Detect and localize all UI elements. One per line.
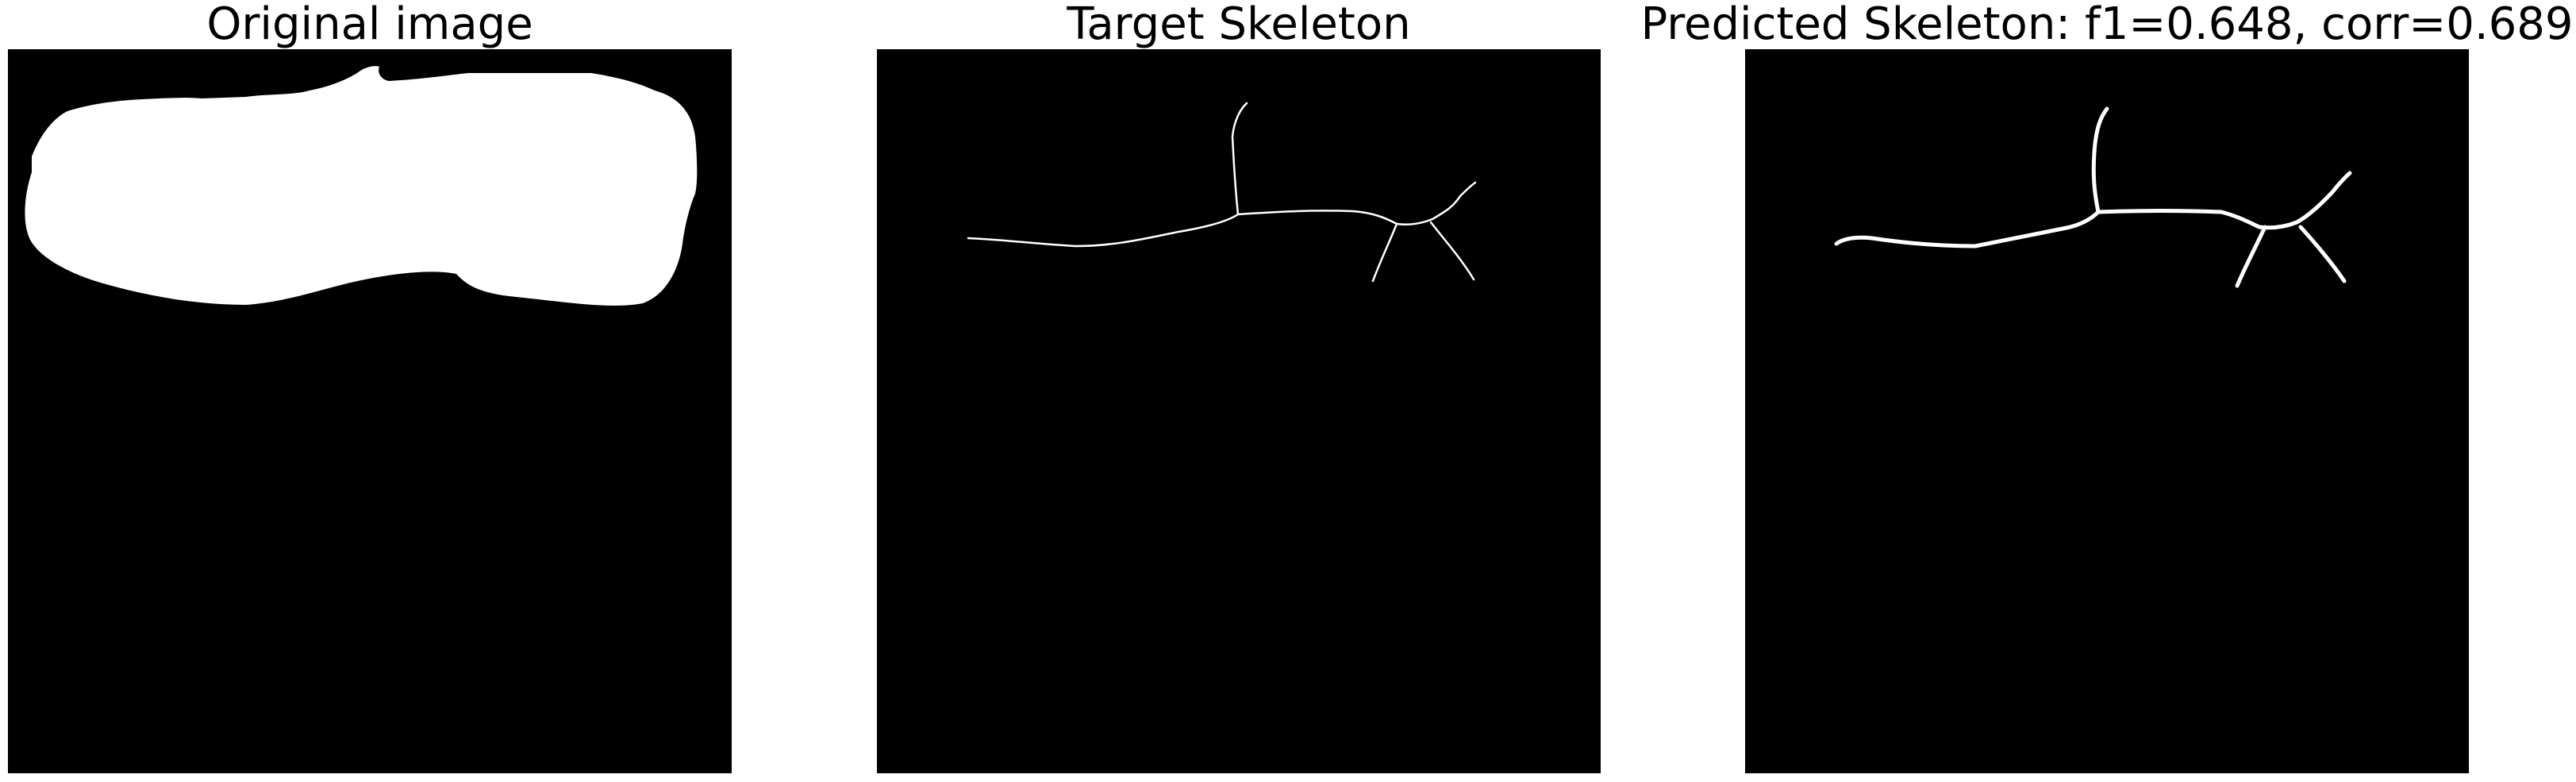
panel-predicted: Predicted Skeleton: f1=0.648, corr=0.689	[1640, 0, 2574, 782]
predicted-skeleton-image	[1745, 49, 2469, 773]
target-skeleton-lines	[967, 102, 1477, 283]
target-skeleton-image	[877, 49, 1601, 773]
panel-title-predicted: Predicted Skeleton: f1=0.648, corr=0.689	[1640, 0, 2574, 50]
panel-original: Original image	[8, 0, 732, 782]
panel-target: Target Skeleton	[877, 0, 1601, 782]
original-image	[8, 49, 732, 773]
panel-title-target: Target Skeleton	[1067, 0, 1411, 50]
predicted-skeleton-lines	[1834, 106, 2352, 288]
panel-title-original: Original image	[206, 0, 533, 50]
shoe-silhouette-shape	[25, 66, 698, 306]
